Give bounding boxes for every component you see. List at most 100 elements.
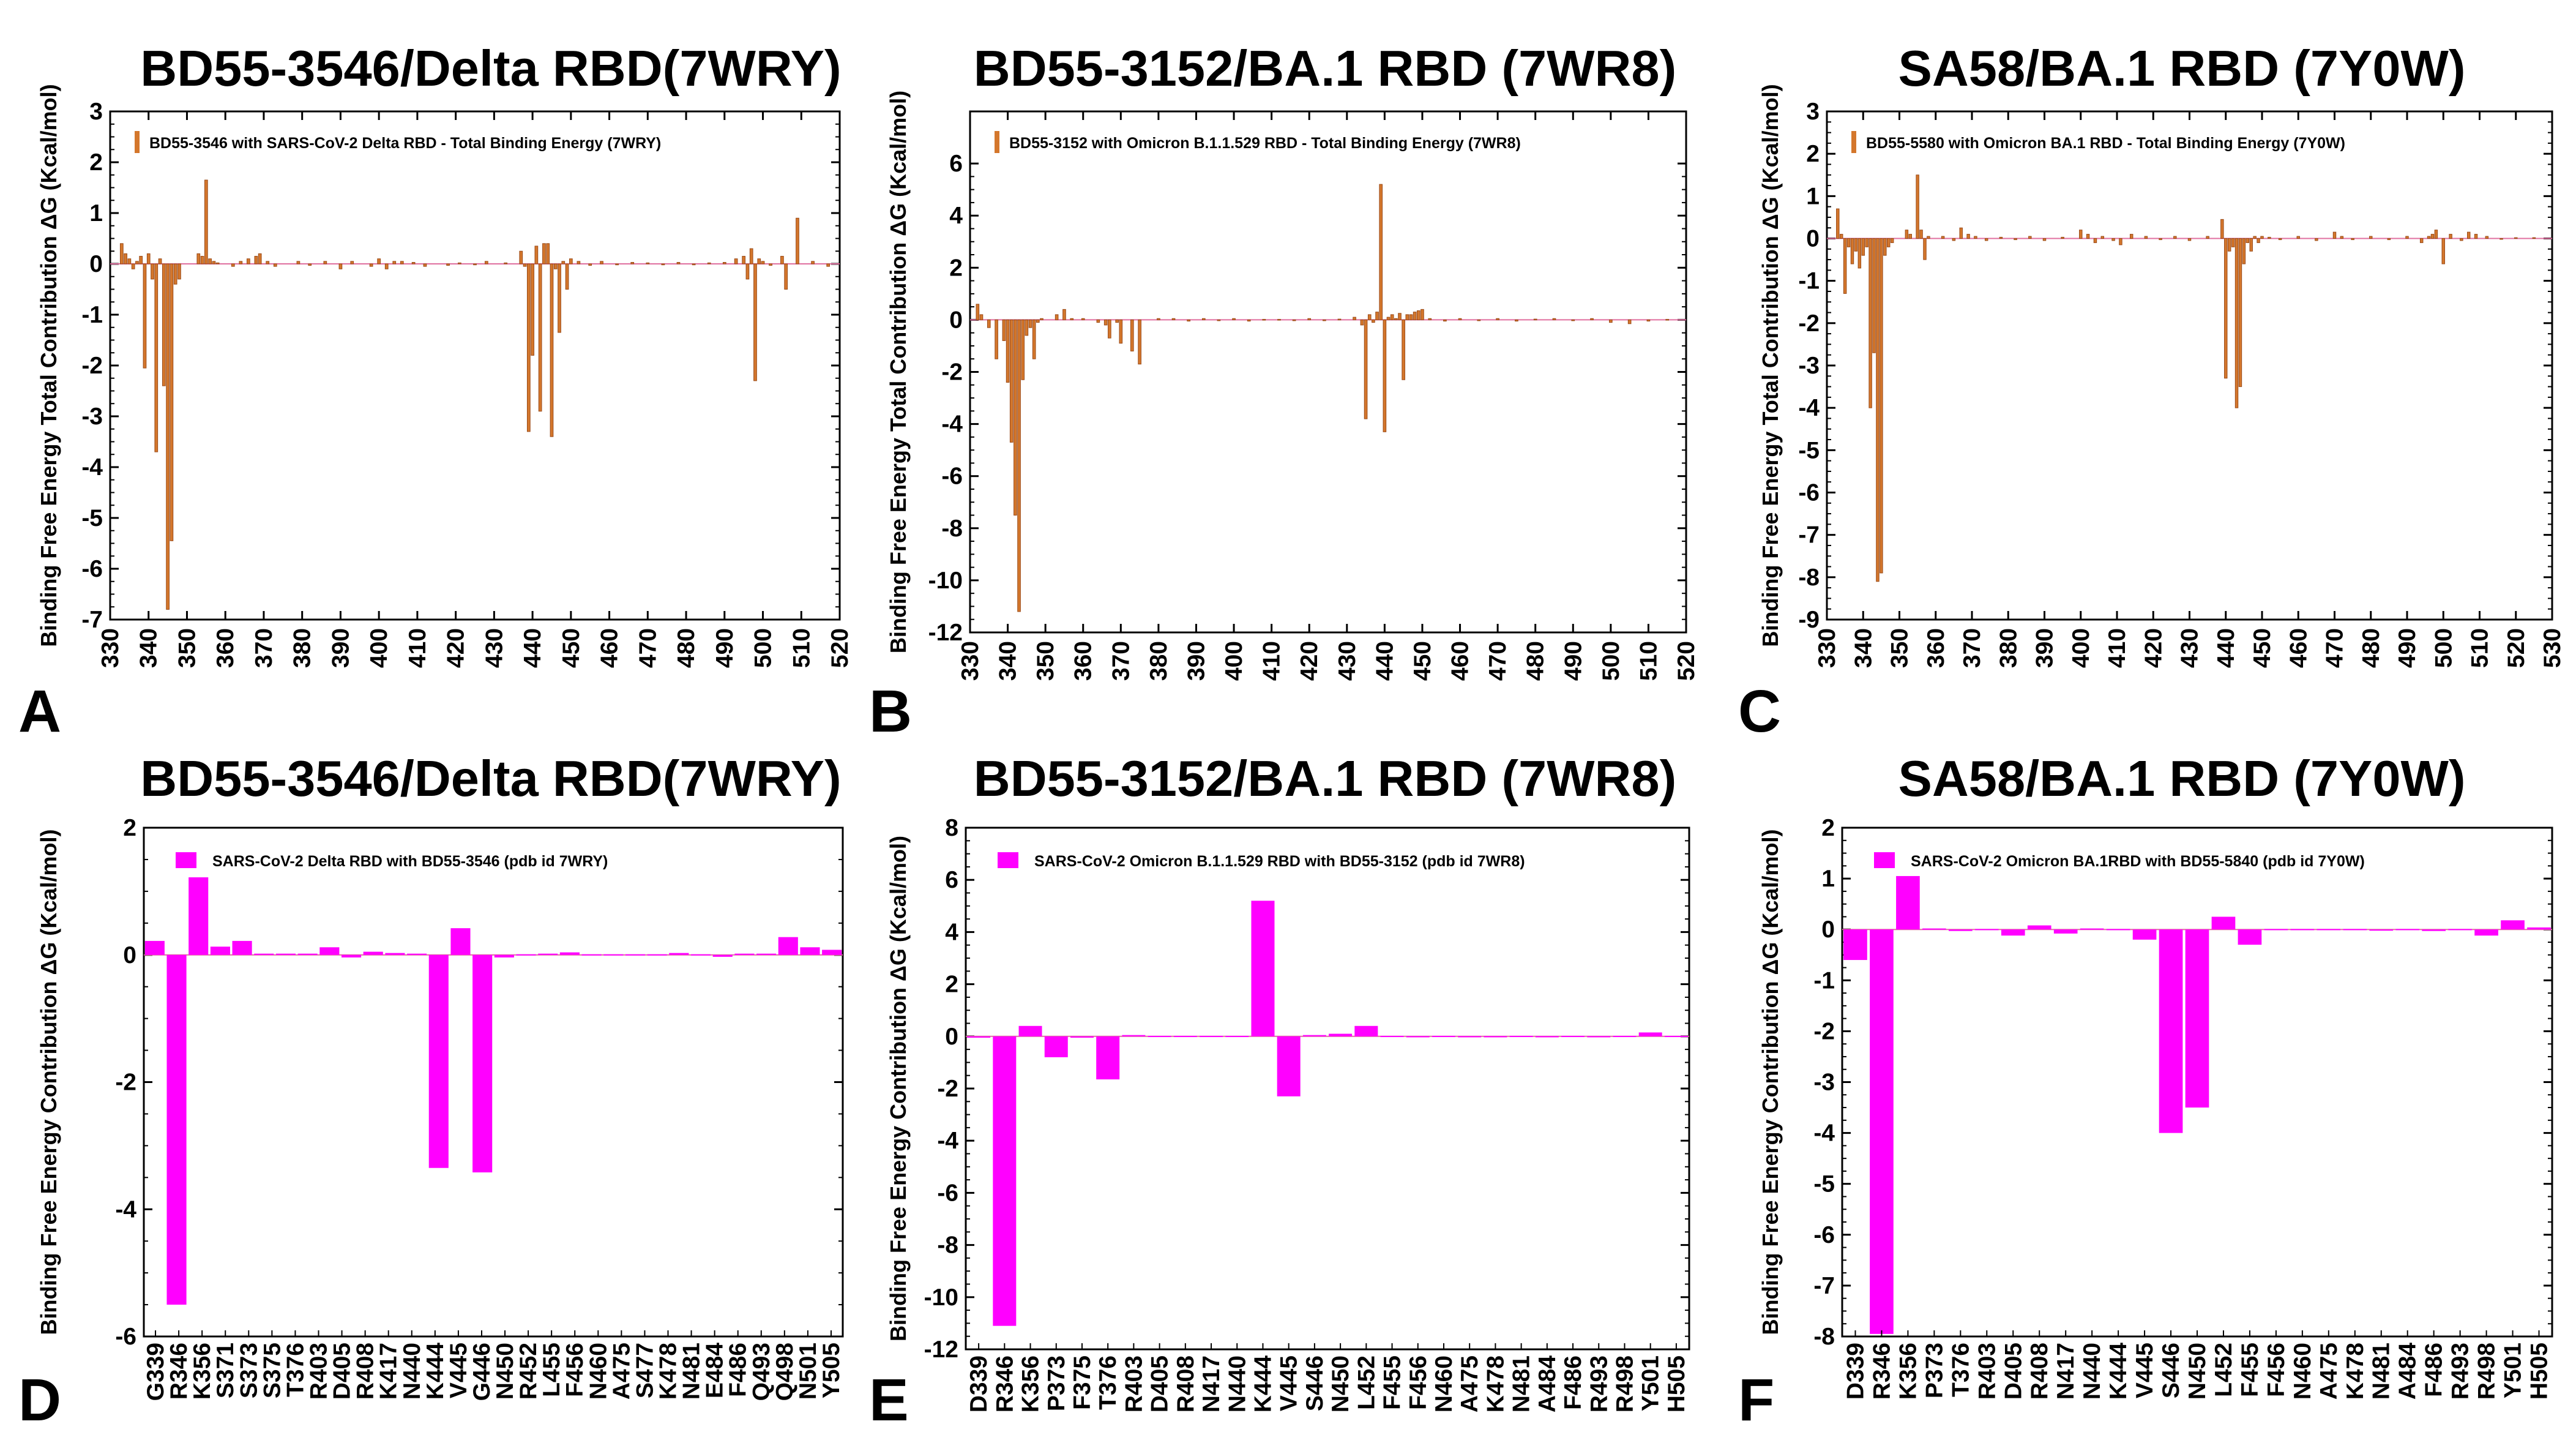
bar [800,947,820,955]
bar [1040,318,1043,320]
y-axis-label: Binding Free Energy Total Contribution Δ… [1758,84,1783,647]
bar [1386,317,1391,320]
bar [1974,929,1999,931]
x-tick-label: R346 [991,1355,1018,1412]
chart-title: BD55-3152/BA.1 RBD (7WR8) [974,40,1676,97]
bar [1036,319,1040,323]
bar [1081,318,1085,320]
panel-letter: E [869,1366,909,1433]
bar [1861,238,1865,256]
bar [1665,319,1670,321]
y-axis-label: Binding Free Energy Total Contribution Δ… [886,91,911,653]
bar [200,256,204,264]
bar [1070,318,1074,320]
x-tick-label: 530 [2539,628,2566,668]
bar [158,258,162,264]
x-tick-label: T376 [1947,1343,1974,1397]
bar [1108,319,1111,339]
y-tick-label: -3 [81,403,103,430]
bar [231,263,235,267]
bar [2220,219,2224,239]
bar [1905,230,1909,239]
bar [1533,318,1537,321]
x-tick-label: K356 [189,1343,215,1400]
x-tick-label: F456 [1405,1355,1432,1410]
bar [1307,318,1312,320]
x-tick-label: 370 [1959,628,1985,668]
bar [273,263,277,267]
x-tick-label: F375 [1069,1355,1096,1410]
y-tick-label: -6 [1798,480,1820,506]
bar [1843,929,1867,961]
x-tick-label: 330 [957,641,984,681]
bar [2369,929,2394,931]
plot-area [143,826,844,1338]
bar [1398,313,1402,320]
x-tick-label: Q498 [772,1343,798,1401]
bar [2514,237,2518,239]
y-tick-label: 6 [945,867,958,893]
x-tick-label: D339 [966,1355,992,1412]
x-tick-label: K478 [1482,1355,1509,1412]
bar [2264,929,2288,931]
bar [154,263,159,452]
bar [2159,929,2183,1133]
bar [1028,319,1032,328]
bar [1247,319,1251,322]
bar [2001,929,2025,936]
bar [2173,236,2177,239]
bar [411,262,416,264]
bar [473,263,477,266]
x-tick-label: 390 [2032,628,2058,668]
bar [2427,236,2431,239]
bar [1032,319,1036,359]
x-tick-label: 490 [2394,628,2421,668]
bar [553,263,558,269]
bar [734,258,738,264]
bar [1201,318,1206,320]
y-tick-label: -2 [937,1076,958,1102]
bar [1627,319,1632,324]
x-tick-label: 350 [1887,628,1913,668]
legend-label: BD55-3152 with Omicron B.1.1.529 RBD - T… [1009,135,1521,152]
x-tick-label: A484 [1534,1355,1561,1413]
bar [1115,319,1119,323]
bar [119,243,124,264]
bar [2086,234,2090,239]
bar [1638,1032,1662,1036]
x-tick-label: 450 [2249,628,2275,668]
bar [143,263,147,369]
x-tick-label: 440 [2213,628,2239,668]
bar [239,261,243,264]
y-tick-label: -4 [941,411,963,438]
x-tick-label: V445 [2132,1343,2158,1398]
x-tick-label: S446 [1302,1355,1328,1411]
bar [749,248,753,264]
x-tick-label: K356 [1018,1355,1044,1412]
bar [2278,238,2282,241]
x-tick-label: F456 [2263,1343,2290,1397]
bar [1890,238,1894,243]
x-tick-label: R408 [353,1343,379,1400]
bar [1535,1036,1559,1038]
bar [630,262,635,264]
bar [1062,309,1066,320]
bar [523,263,527,267]
bar [1232,318,1236,320]
bar [2111,238,2115,241]
x-tick-label: R498 [1611,1355,1638,1412]
x-tick-label: 400 [2068,628,2094,668]
y-tick-label: -6 [941,463,963,490]
bar [1887,238,1891,247]
bar [1587,1036,1611,1038]
bar [446,263,450,266]
x-tick-label: F456 [562,1343,588,1397]
x-tick-label: V445 [1276,1355,1302,1411]
bar [1354,1025,1378,1036]
bar [669,953,689,955]
bar [2467,231,2471,239]
bar [2119,238,2122,245]
bar [308,263,312,266]
bar [2132,929,2157,940]
x-tick-label: 400 [366,628,392,668]
